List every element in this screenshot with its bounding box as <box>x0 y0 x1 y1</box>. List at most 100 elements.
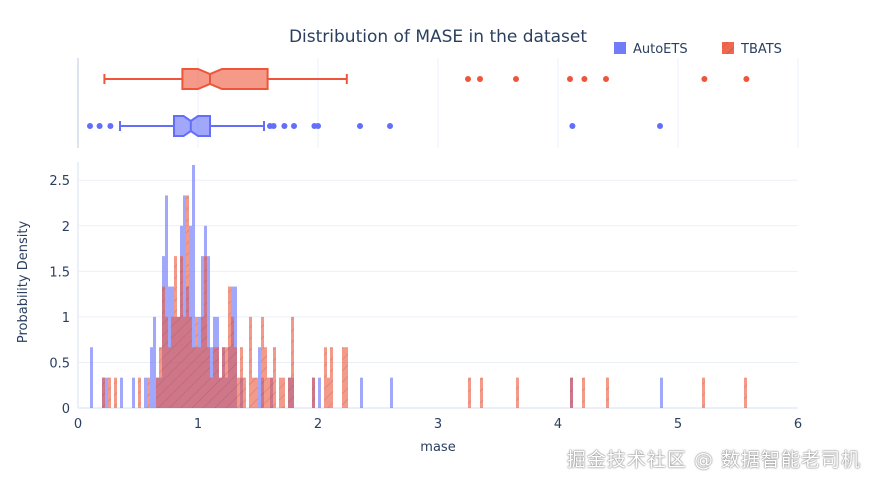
histogram-bar-autoets <box>390 377 393 408</box>
histogram-bar-hatch <box>264 347 267 408</box>
x-tick-label: 1 <box>194 417 202 432</box>
histogram-bar-hatch <box>234 347 237 408</box>
histogram-bar-hatch <box>270 377 273 408</box>
histogram-bar-hatch <box>108 377 111 408</box>
histogram-bar-hatch <box>201 316 204 408</box>
histogram-bar-hatch <box>516 377 519 408</box>
histogram-bar-hatch <box>570 377 573 408</box>
histogram-bar-hatch <box>345 347 348 408</box>
histogram-bar-autoets <box>660 377 663 408</box>
box-outlier-point <box>291 123 297 129</box>
box-outlier-point <box>96 123 103 129</box>
histogram-bar-hatch <box>138 377 141 408</box>
histogram-bar-hatch <box>219 377 222 408</box>
legend-swatch-autoets <box>614 42 626 54</box>
histogram-bar-hatch <box>288 377 291 408</box>
histogram-bar-hatch <box>702 377 705 408</box>
x-tick-label: 5 <box>674 417 682 432</box>
histogram-bar-autoets <box>360 377 363 408</box>
histogram-bar-hatch <box>480 377 483 408</box>
box-outlier-point <box>281 123 288 129</box>
box-outlier-point <box>387 123 393 129</box>
x-axis-label: mase <box>420 440 455 455</box>
chart-title: Distribution of MASE in the dataset <box>289 27 587 47</box>
box-outlier-point <box>581 76 588 82</box>
y-tick-label: 1.5 <box>49 265 70 280</box>
legend-swatch-hatch <box>722 42 734 54</box>
box-outlier-point <box>603 76 609 82</box>
histogram-bar-hatch <box>216 347 219 408</box>
histogram-bar-hatch <box>252 377 255 408</box>
box-outlier-point <box>567 76 573 82</box>
histogram-bar-hatch <box>162 286 165 408</box>
histogram-bar-hatch <box>582 377 585 408</box>
legend-label-tbats[interactable]: TBATS <box>740 42 782 57</box>
y-axis-label: Probability Density <box>16 221 31 344</box>
histogram-bar-autoets <box>153 316 156 408</box>
legend-label-autoets[interactable]: AutoETS <box>633 42 688 57</box>
histogram-bar-hatch <box>156 377 159 408</box>
histogram-bar-hatch <box>186 195 189 408</box>
histogram-bar-hatch <box>267 377 270 408</box>
y-tick-label: 1 <box>62 311 70 326</box>
box-outlier-point <box>315 123 321 129</box>
x-tick-label: 4 <box>554 417 562 432</box>
histogram-bar-hatch <box>207 347 210 408</box>
histogram-bar-hatch <box>210 377 213 408</box>
histogram-bar-hatch <box>168 347 171 408</box>
histogram-bar-hatch <box>174 256 177 408</box>
histogram-bar-hatch <box>240 347 243 408</box>
histogram-bar-hatch <box>114 377 117 408</box>
histogram-bar-hatch <box>324 347 327 408</box>
histogram-bar-hatch <box>327 377 330 408</box>
histogram-bar-autoets <box>144 377 147 408</box>
histogram-bar-hatch <box>204 256 207 408</box>
histogram-bar-autoets <box>192 165 195 408</box>
histogram-bar-hatch <box>237 377 240 408</box>
x-tick-label: 2 <box>314 417 322 432</box>
box-outlier-point <box>743 76 750 82</box>
histogram-bar-autoets <box>132 377 135 408</box>
histogram-bar-hatch <box>147 377 150 408</box>
x-tick-label: 0 <box>74 417 82 432</box>
histogram-bar-hatch <box>171 316 174 408</box>
histogram-bar-hatch <box>468 377 471 408</box>
histogram-bar-autoets <box>120 377 123 408</box>
histogram-bar-autoets <box>105 377 108 408</box>
histogram-bar-hatch <box>312 377 315 408</box>
box-tbats <box>181 68 269 90</box>
histogram-bar-hatch <box>192 347 195 408</box>
histogram-bar-hatch <box>243 377 246 408</box>
histogram-bar-hatch <box>213 347 216 408</box>
histogram-bar-hatch <box>225 347 228 408</box>
histogram-bar-hatch <box>342 347 345 408</box>
y-tick-label: 0.5 <box>49 356 70 371</box>
histogram-bar-hatch <box>282 377 285 408</box>
histogram-bar-hatch <box>255 377 258 408</box>
histogram-bar-hatch <box>291 316 294 408</box>
histogram-bar-autoets <box>258 347 261 408</box>
histogram-bar-autoets <box>150 347 153 408</box>
histogram-bar-hatch <box>180 256 183 408</box>
histogram-bar-hatch <box>198 347 201 408</box>
histogram-bar-hatch <box>165 316 168 408</box>
histogram-bar-autoets <box>207 256 210 408</box>
histogram-bar-autoets <box>183 195 186 408</box>
histogram-bar-hatch <box>222 347 225 408</box>
y-tick-label: 0 <box>62 402 70 417</box>
histogram-bar-hatch <box>273 347 276 408</box>
box-outlier-point <box>569 123 576 129</box>
histogram-bar-hatch <box>231 316 234 408</box>
histogram-bar-hatch <box>744 377 747 408</box>
box-outlier-point <box>701 76 708 82</box>
box-outlier-point <box>513 76 519 82</box>
watermark: 掘金技术社区 @ 数据智能老司机 <box>566 449 861 471</box>
histogram-bar-hatch <box>249 316 252 408</box>
y-tick-label: 2 <box>62 220 70 235</box>
histogram-bar-hatch <box>195 316 198 408</box>
box-outlier-point <box>107 123 114 129</box>
histogram-bar-hatch <box>228 286 231 408</box>
histogram-bar-hatch <box>102 377 105 408</box>
